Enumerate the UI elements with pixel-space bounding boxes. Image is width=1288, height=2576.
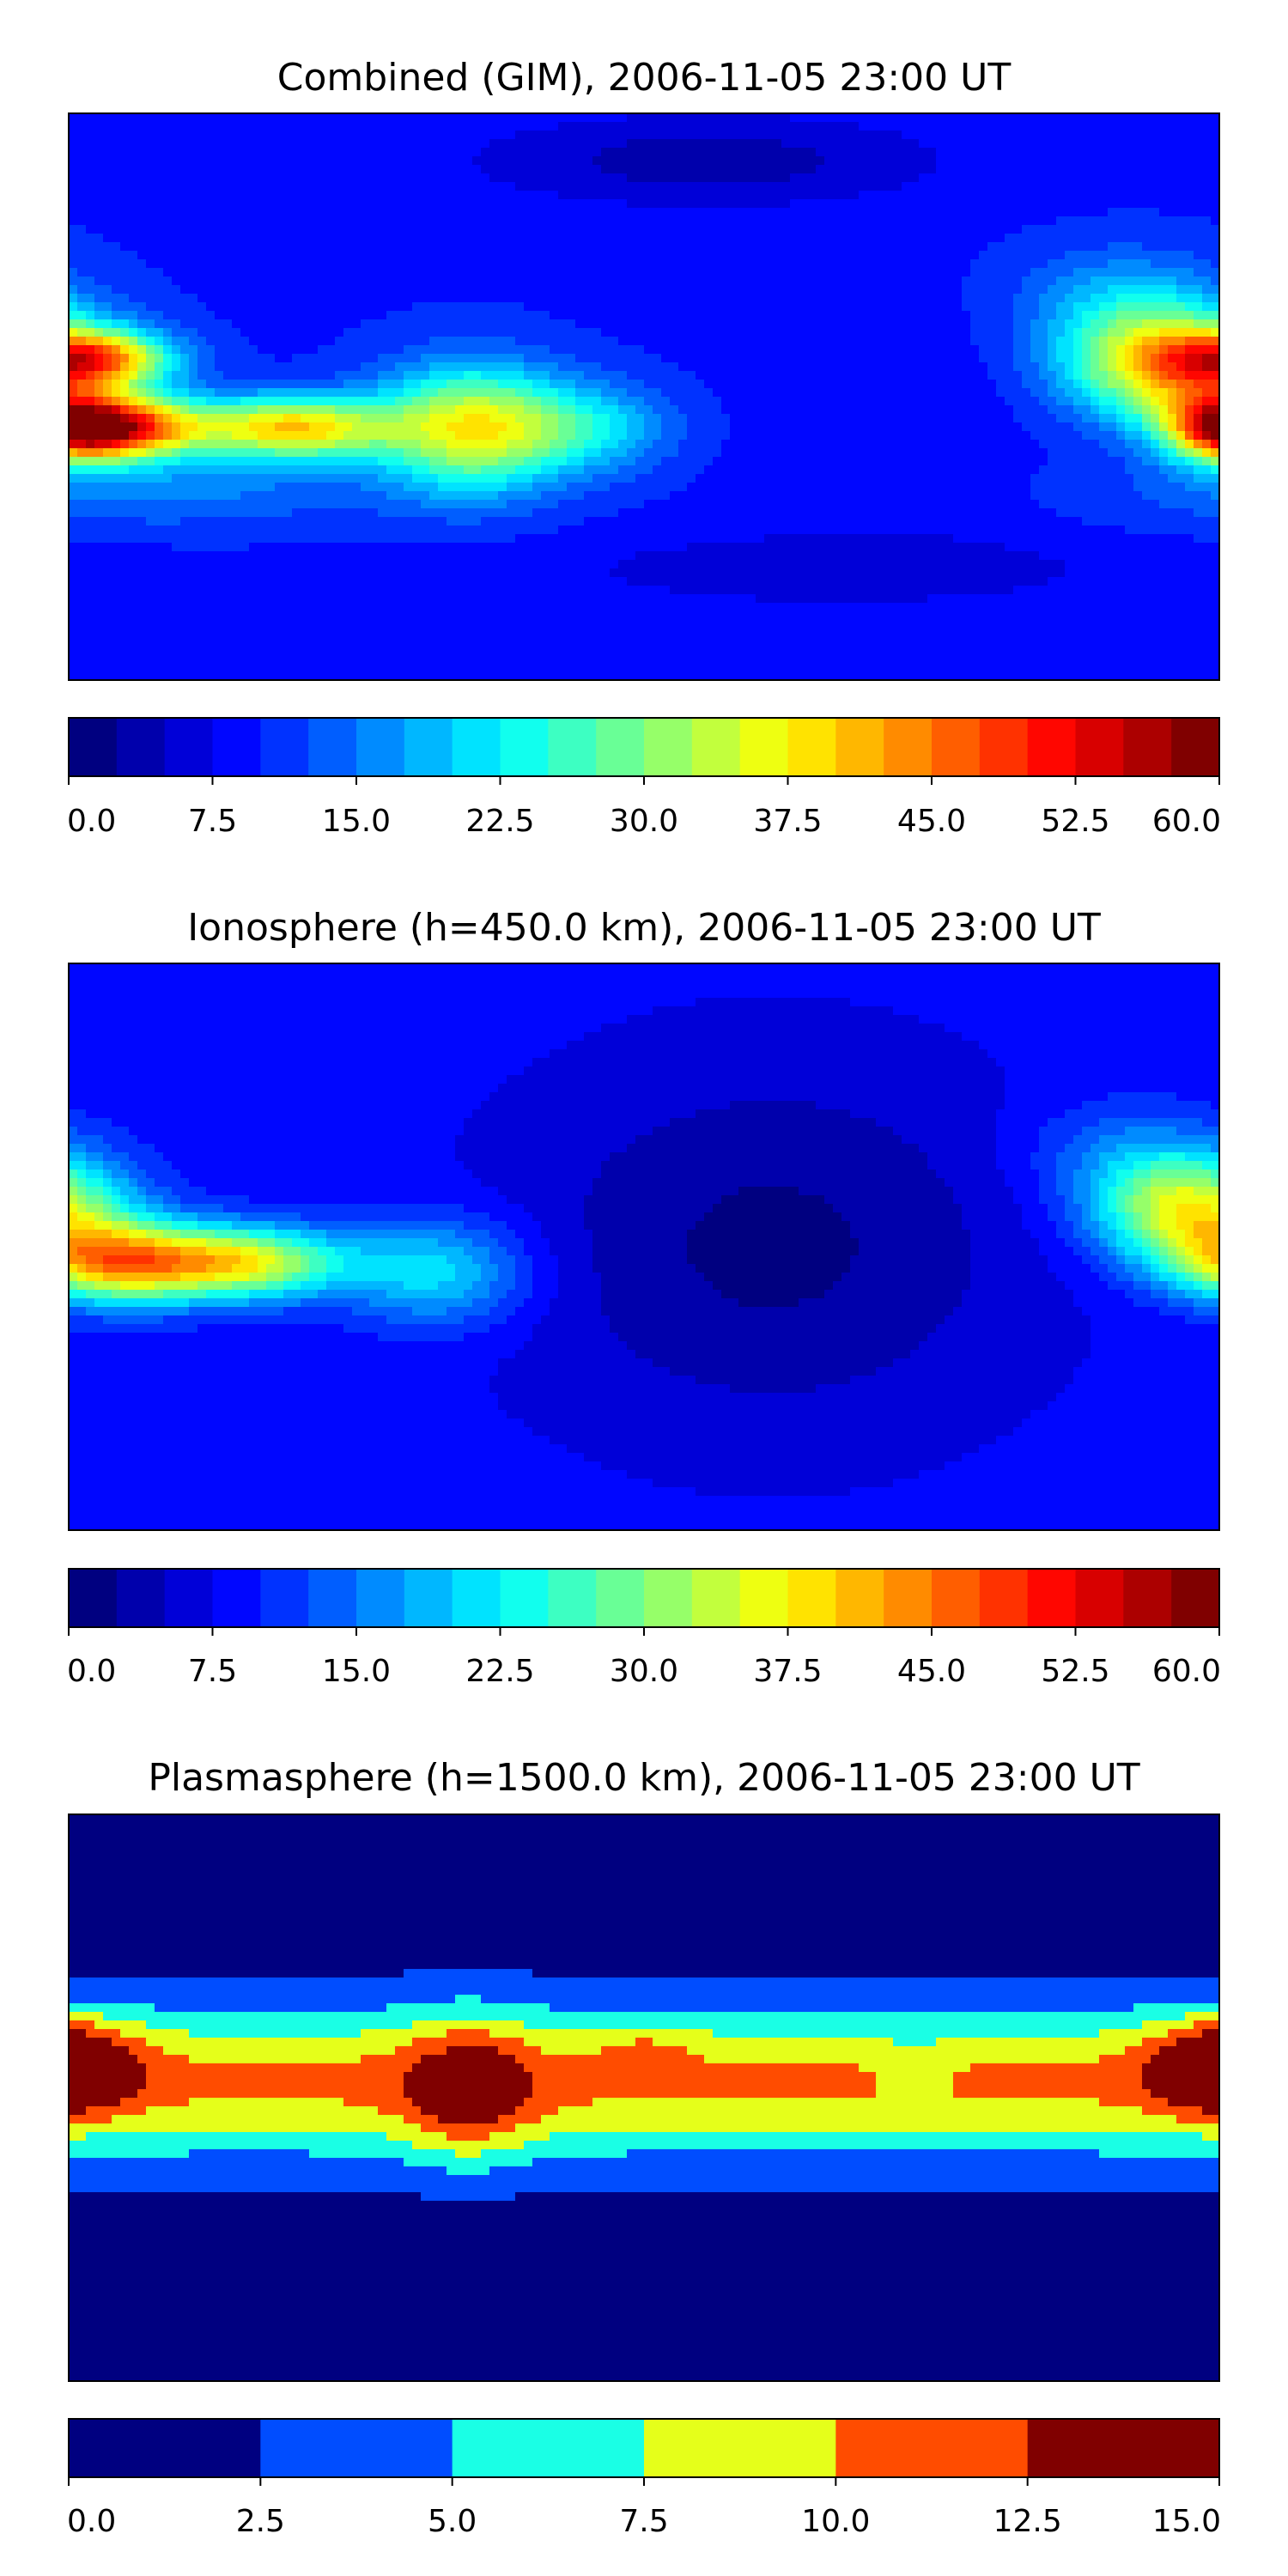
colorbar-segment	[884, 718, 933, 776]
colorbar-tick-label: 5.0	[428, 2504, 477, 2539]
colorbar-segment	[356, 718, 405, 776]
colorbar-segment	[644, 1569, 693, 1627]
colorbar-tick-label: 15.0	[1152, 2504, 1221, 2539]
colorbar-segment	[260, 718, 309, 776]
colorbar-tick-label: 30.0	[610, 804, 678, 839]
colorbar-segment	[356, 1569, 405, 1627]
colorbar-tick-label: 30.0	[610, 1654, 678, 1689]
colorbar-segment	[979, 718, 1029, 776]
colorbar-tick-label: 7.5	[188, 804, 237, 839]
colorbar-segment	[787, 718, 836, 776]
colorbar-segment	[1171, 1569, 1220, 1627]
map-field	[69, 963, 1219, 1530]
colorbar-tick-label: 2.5	[236, 2504, 285, 2539]
map-frame	[68, 112, 1220, 681]
colorbar-segment	[212, 1569, 261, 1627]
colorbar-segment	[452, 1569, 501, 1627]
colorbar-tick-label: 60.0	[1152, 1654, 1221, 1689]
map-frame	[68, 1814, 1220, 2382]
colorbar-tick-label: 52.5	[1041, 804, 1109, 839]
colorbar-segment	[787, 1569, 836, 1627]
colorbar: 0.0 7.5 15.0 22.5 30.0 37.5 45.0 52.5 60.0	[67, 1568, 1221, 1689]
colorbar-segment	[1027, 718, 1076, 776]
colorbar: 0.0 7.5 15.0 22.5 30.0 37.5 45.0 52.5 60.0	[67, 717, 1221, 839]
colorbar-segment	[1171, 718, 1220, 776]
colorbar-segment	[596, 718, 645, 776]
colorbar-segment	[116, 718, 166, 776]
colorbar-tick-label: 22.5	[465, 804, 534, 839]
colorbar-segment	[979, 1569, 1029, 1627]
colorbar-tick-label: 15.0	[322, 1654, 391, 1689]
colorbar-segment	[452, 718, 501, 776]
colorbar-tick-label: 45.0	[897, 804, 966, 839]
colorbar-segment	[260, 2419, 453, 2477]
colorbar-segment	[739, 718, 788, 776]
colorbar-tick-label: 0.0	[67, 804, 116, 839]
colorbar: 0.0 2.5 5.0 7.5 10.0 12.5 15.0	[67, 2418, 1221, 2539]
colorbar-segment	[404, 718, 453, 776]
panel-2: Ionosphere (h=450.0 km), 2006-11-05 23:0…	[67, 906, 1221, 1689]
colorbar-segment	[452, 2419, 645, 2477]
panel-3: Plasmasphere (h=1500.0 km), 2006-11-05 2…	[67, 1756, 1221, 2539]
colorbar-segment	[644, 718, 693, 776]
panel-title: Ionosphere (h=450.0 km), 2006-11-05 23:0…	[187, 906, 1101, 950]
colorbar-tick-label: 12.5	[993, 2504, 1062, 2539]
colorbar-tick-label: 7.5	[188, 1654, 237, 1689]
colorbar-tick-label: 10.0	[801, 2504, 870, 2539]
colorbar-tick-label: 60.0	[1152, 804, 1221, 839]
colorbar-segment	[691, 718, 741, 776]
colorbar-tick-label: 15.0	[322, 804, 391, 839]
colorbar-segment	[548, 1569, 597, 1627]
colorbar-segment	[164, 718, 213, 776]
panel-1: Combined (GIM), 2006-11-05 23:00 UT 0.0 7.…	[67, 56, 1221, 839]
colorbar-segment	[69, 1569, 118, 1627]
colorbar-segment	[260, 1569, 309, 1627]
colorbar-segment	[835, 1569, 884, 1627]
colorbar-segment	[116, 1569, 166, 1627]
colorbar-segment	[596, 1569, 645, 1627]
colorbar-tick-label: 37.5	[753, 1654, 822, 1689]
colorbar-tick-label: 52.5	[1041, 1654, 1109, 1689]
colorbar-segment	[500, 1569, 549, 1627]
map-field	[69, 1814, 1219, 2381]
colorbar-segment	[548, 718, 597, 776]
colorbar-segment	[1027, 1569, 1076, 1627]
colorbar-segment	[1123, 718, 1172, 776]
colorbar-tick-label: 0.0	[67, 1654, 116, 1689]
colorbar-segment	[69, 718, 118, 776]
colorbar-tick-label: 0.0	[67, 2504, 116, 2539]
colorbar-segment	[1027, 2419, 1220, 2477]
colorbar-tick-label: 7.5	[619, 2504, 668, 2539]
colorbar-segment	[932, 1569, 981, 1627]
colorbar-segment	[308, 718, 357, 776]
colorbar-segment	[1075, 1569, 1124, 1627]
colorbar-segment	[691, 1569, 741, 1627]
colorbar-segment	[835, 2419, 1029, 2477]
colorbar-tick-label: 22.5	[465, 1654, 534, 1689]
colorbar-segment	[164, 1569, 213, 1627]
colorbar-segment	[308, 1569, 357, 1627]
colorbar-segment	[739, 1569, 788, 1627]
panel-title: Plasmasphere (h=1500.0 km), 2006-11-05 2…	[148, 1756, 1139, 1800]
map-field	[69, 113, 1219, 680]
colorbar-segment	[1075, 718, 1124, 776]
colorbar-segment	[500, 718, 549, 776]
colorbar-tick-label: 37.5	[753, 804, 822, 839]
colorbar-segment	[212, 718, 261, 776]
map-frame	[68, 963, 1220, 1531]
panel-title: Combined (GIM), 2006-11-05 23:00 UT	[277, 56, 1012, 100]
colorbar-segment	[644, 2419, 836, 2477]
colorbar-segment	[884, 1569, 933, 1627]
colorbar-segment	[932, 718, 981, 776]
colorbar-segment	[404, 1569, 453, 1627]
colorbar-segment	[1123, 1569, 1172, 1627]
colorbar-tick-label: 45.0	[897, 1654, 966, 1689]
colorbar-segment	[69, 2419, 261, 2477]
colorbar-segment	[835, 718, 884, 776]
